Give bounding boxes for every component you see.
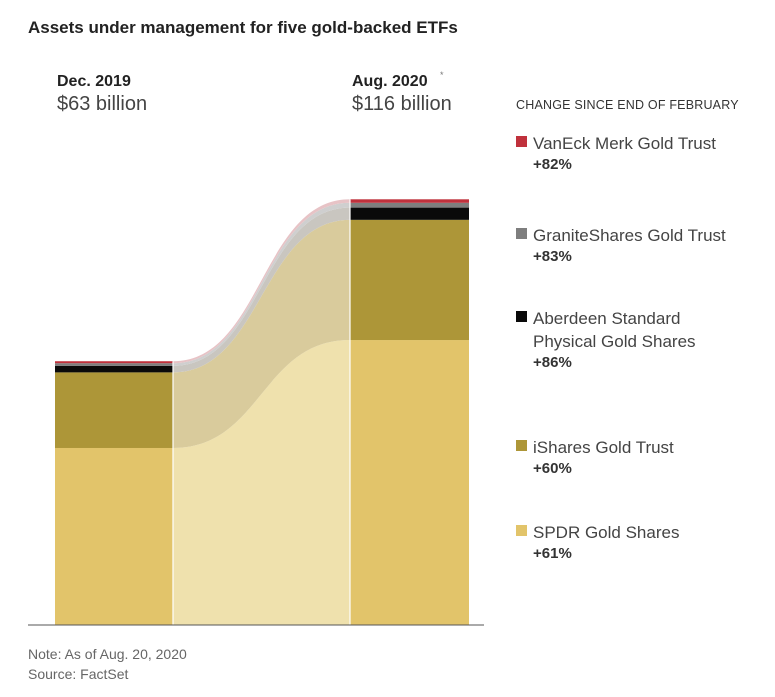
legend-name-ishares: iShares Gold Trust — [533, 438, 674, 457]
bar-segment-ishares-gold-trust-dec-2019 — [55, 372, 173, 448]
bar-segment-aberdeen-standard-physical-gold-shares-aug-2020 — [350, 207, 469, 220]
legend-name-aberdeen: Aberdeen Standard Physical Gold Shares — [533, 309, 696, 351]
legend-item-graniteshares: GraniteShares Gold Trust +83% — [516, 224, 768, 267]
legend-swatch-aberdeen — [516, 311, 527, 322]
bar-segment-ishares-gold-trust-aug-2020 — [350, 219, 469, 341]
period-footnote-mark: * — [440, 70, 444, 80]
legend-swatch-vaneck — [516, 136, 527, 147]
legend-title: CHANGE SINCE END OF FEBRUARY — [516, 98, 739, 112]
flow-band-ishares-gold-trust — [173, 219, 350, 448]
chart-title: Assets under management for five gold-ba… — [28, 18, 458, 37]
legend-item-vaneck: VanEck Merk Gold Trust +82% — [516, 132, 768, 175]
note-text: Note: As of Aug. 20, 2020 — [28, 646, 187, 662]
legend-item-spdr: SPDR Gold Shares +61% — [516, 521, 768, 564]
legend-change-graniteshares: +83% — [533, 248, 572, 265]
flow-bands — [173, 199, 350, 625]
period-total-aug-2020: $116 billion — [352, 93, 452, 115]
stacked-bars — [55, 199, 469, 625]
legend-change-ishares: +60% — [533, 460, 572, 477]
legend-name-vaneck: VanEck Merk Gold Trust — [533, 134, 716, 153]
bar-segment-aberdeen-standard-physical-gold-shares-dec-2019 — [55, 365, 173, 373]
stacked-flow-chart: Dec. 2019 $63 billion Aug. 2020 * $116 b… — [28, 70, 484, 626]
legend-swatch-graniteshares — [516, 228, 527, 239]
flow-band-spdr-gold-shares — [173, 340, 350, 625]
bar-segment-vaneck-merk-gold-trust-aug-2020 — [350, 199, 469, 203]
legend-change-spdr: +61% — [533, 545, 572, 562]
legend-swatch-ishares — [516, 440, 527, 451]
bar-segment-vaneck-merk-gold-trust-dec-2019 — [55, 361, 173, 364]
period-label-aug-2020: Aug. 2020 — [352, 73, 428, 90]
legend-change-aberdeen: +86% — [533, 354, 572, 371]
legend: CHANGE SINCE END OF FEBRUARY VanEck Merk… — [516, 98, 771, 562]
bar-segment-spdr-gold-shares-dec-2019 — [55, 447, 173, 625]
period-label-dec-2019: Dec. 2019 — [57, 73, 131, 90]
period-total-dec-2019: $63 billion — [57, 93, 147, 115]
source-text: Source: FactSet — [28, 666, 129, 682]
flow-band-vaneck-merk-gold-trust — [173, 199, 350, 364]
legend-name-graniteshares: GraniteShares Gold Trust — [533, 226, 726, 245]
legend-item-aberdeen: Aberdeen Standard Physical Gold Shares +… — [516, 307, 718, 373]
bar-segment-graniteshares-gold-trust-dec-2019 — [55, 363, 173, 366]
flow-band-graniteshares-gold-trust — [173, 202, 350, 366]
legend-swatch-spdr — [516, 525, 527, 536]
legend-name-spdr: SPDR Gold Shares — [533, 523, 680, 542]
bar-segment-spdr-gold-shares-aug-2020 — [350, 340, 469, 625]
legend-change-vaneck: +82% — [533, 156, 572, 173]
legend-item-ishares: iShares Gold Trust +60% — [516, 436, 768, 479]
footnotes: Note: As of Aug. 20, 2020 Source: FactSe… — [28, 644, 187, 684]
bar-segment-graniteshares-gold-trust-aug-2020 — [350, 202, 469, 208]
flow-band-aberdeen-standard-physical-gold-shares — [173, 207, 350, 373]
